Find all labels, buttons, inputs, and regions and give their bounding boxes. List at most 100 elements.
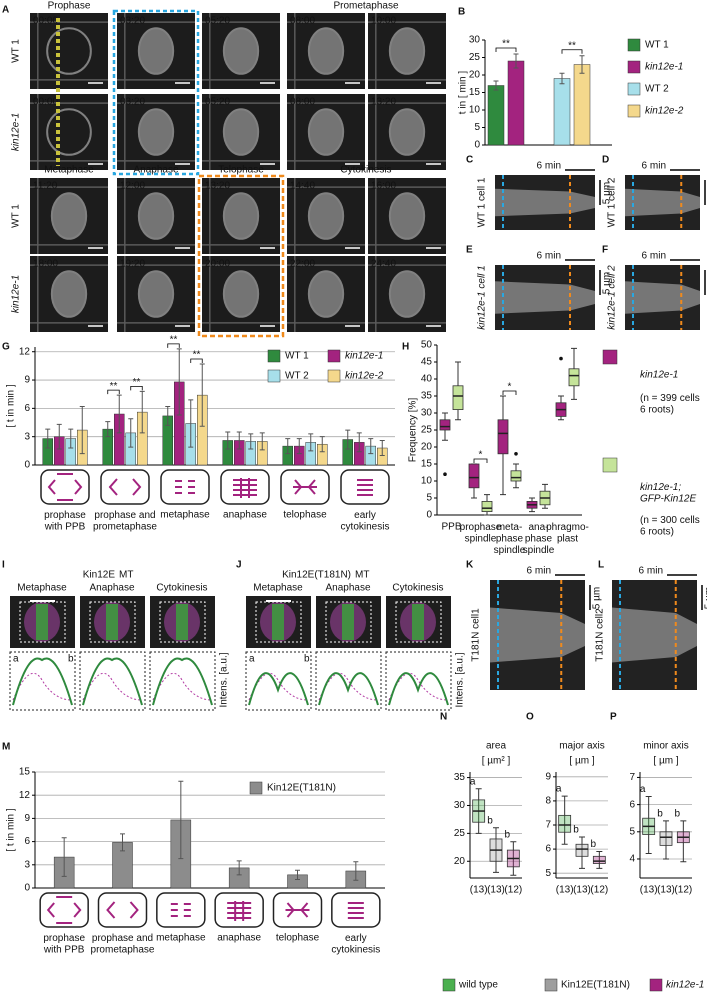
phase-label: Cytokinesis — [340, 165, 391, 176]
timestamp: 00:00 — [33, 16, 58, 27]
spindle-signal — [272, 604, 284, 640]
x-tick-label: (12) — [674, 885, 692, 896]
row-label: kin12e-1 — [11, 275, 22, 313]
group-letter: b — [657, 809, 663, 820]
micrograph-structure — [139, 271, 173, 317]
legend-swatch — [328, 370, 340, 382]
cell-icon — [99, 893, 147, 927]
profile-box — [246, 652, 311, 710]
significance: * — [479, 450, 483, 461]
time-scale: 6 min — [639, 566, 663, 577]
cell-icon — [341, 470, 389, 504]
y-tick-label: 9 — [24, 813, 30, 824]
timestamp: 19:20 — [120, 259, 145, 270]
chart-subtitle: [ µm ] — [569, 756, 594, 767]
y-tick-label: 30 — [421, 408, 433, 419]
legend-swatch — [628, 61, 640, 73]
y-tick-label: 3 — [24, 431, 30, 442]
spindle-signal — [412, 604, 424, 640]
y-tick-label: 9 — [545, 771, 551, 782]
kymo-label: T181N cell2 — [595, 608, 606, 662]
significance: ** — [170, 335, 178, 346]
legend-label: Kin12E(T181N) — [267, 783, 336, 794]
panel-letter: A — [2, 5, 9, 16]
outlier — [559, 357, 563, 361]
y-tick-label: 6 — [629, 799, 635, 810]
legend-swatch — [603, 458, 617, 472]
micrograph-structure — [309, 28, 343, 74]
x-tick-label: (13) — [573, 885, 591, 896]
group-letter: a — [640, 784, 646, 795]
phase-label: Metaphase — [17, 583, 67, 594]
x-tick-label: prophase andprometaphase — [91, 933, 155, 956]
box — [469, 464, 479, 488]
micrograph-structure — [52, 271, 86, 317]
y-tick-label: 0 — [24, 883, 30, 894]
legend-swatch — [628, 83, 640, 95]
y-tick-label: 5 — [545, 868, 551, 879]
legend-label: WT 1 — [285, 351, 309, 362]
y-tick-label: 20 — [469, 70, 481, 81]
end-label: a — [13, 654, 19, 665]
group-letter: b — [675, 809, 681, 820]
x-tick-label: prophasewith PPB — [43, 933, 86, 956]
chart-title: minor axis — [643, 741, 689, 752]
timestamp: 03:20 — [120, 16, 145, 27]
legend-label: kin12e-1 — [666, 980, 704, 991]
y-tick-label: 15 — [469, 87, 481, 98]
space-scale: 5 µm — [592, 587, 603, 609]
group-letter: b — [591, 839, 597, 850]
y-tick-label: 25 — [421, 425, 433, 436]
box — [576, 844, 588, 856]
x-tick-label: (13) — [640, 885, 658, 896]
x-tick-label: (12) — [504, 885, 522, 896]
x-tick-label: (12) — [590, 885, 608, 896]
legend-label: wild type — [458, 980, 498, 991]
panel-letter: M — [2, 742, 10, 753]
y-axis-label: Intens. [a.u.] — [455, 652, 466, 707]
chart-title: area — [486, 741, 506, 752]
panel-letter: F — [602, 245, 608, 256]
group-letter: a — [470, 776, 476, 787]
timestamp: 08:00 — [290, 16, 315, 27]
micrograph-structure — [224, 109, 258, 155]
micrograph-structure — [139, 109, 173, 155]
y-axis-label: Frequency [%] — [408, 398, 419, 463]
legend-label: kin12e-2 — [645, 106, 684, 117]
micrograph-structure — [309, 271, 343, 317]
outlier — [443, 472, 447, 476]
panel-letter: K — [466, 560, 474, 571]
y-tick-label: 30 — [454, 800, 466, 811]
box — [559, 815, 571, 832]
legend-swatch — [603, 350, 617, 364]
time-scale: 6 min — [537, 251, 561, 262]
group-letter: b — [487, 815, 493, 826]
x-tick-label: prophasewith PPB — [44, 510, 87, 533]
micrograph-structure — [139, 28, 173, 74]
panel-letter: I — [2, 560, 5, 571]
x-tick-label: meta-phasespindle — [494, 522, 526, 556]
panel-letter: N — [440, 712, 447, 723]
bar — [488, 86, 504, 146]
micrograph-structure — [390, 271, 424, 317]
title: Kin12E(T181N) — [282, 570, 351, 581]
significance: * — [508, 382, 512, 393]
box — [453, 386, 463, 410]
y-tick-label: 4 — [629, 854, 635, 865]
y-tick-label: 12 — [19, 790, 31, 801]
legend-swatch — [628, 105, 640, 117]
group-letter: a — [556, 784, 562, 795]
title: MT — [119, 570, 133, 581]
y-axis-label: t in [ min ] — [458, 71, 469, 115]
phase-label: Prophase — [48, 1, 91, 12]
cell-icon — [332, 893, 380, 927]
box — [511, 471, 521, 481]
time-scale: 6 min — [642, 251, 666, 262]
kymo-label: WT 1 cell 2 — [607, 177, 618, 227]
bar — [554, 79, 570, 146]
box — [440, 420, 450, 430]
y-axis-label: Intens. [a.u.] — [219, 652, 230, 707]
significance: ** — [193, 350, 201, 361]
box — [498, 420, 508, 454]
group-letter: b — [505, 829, 511, 840]
